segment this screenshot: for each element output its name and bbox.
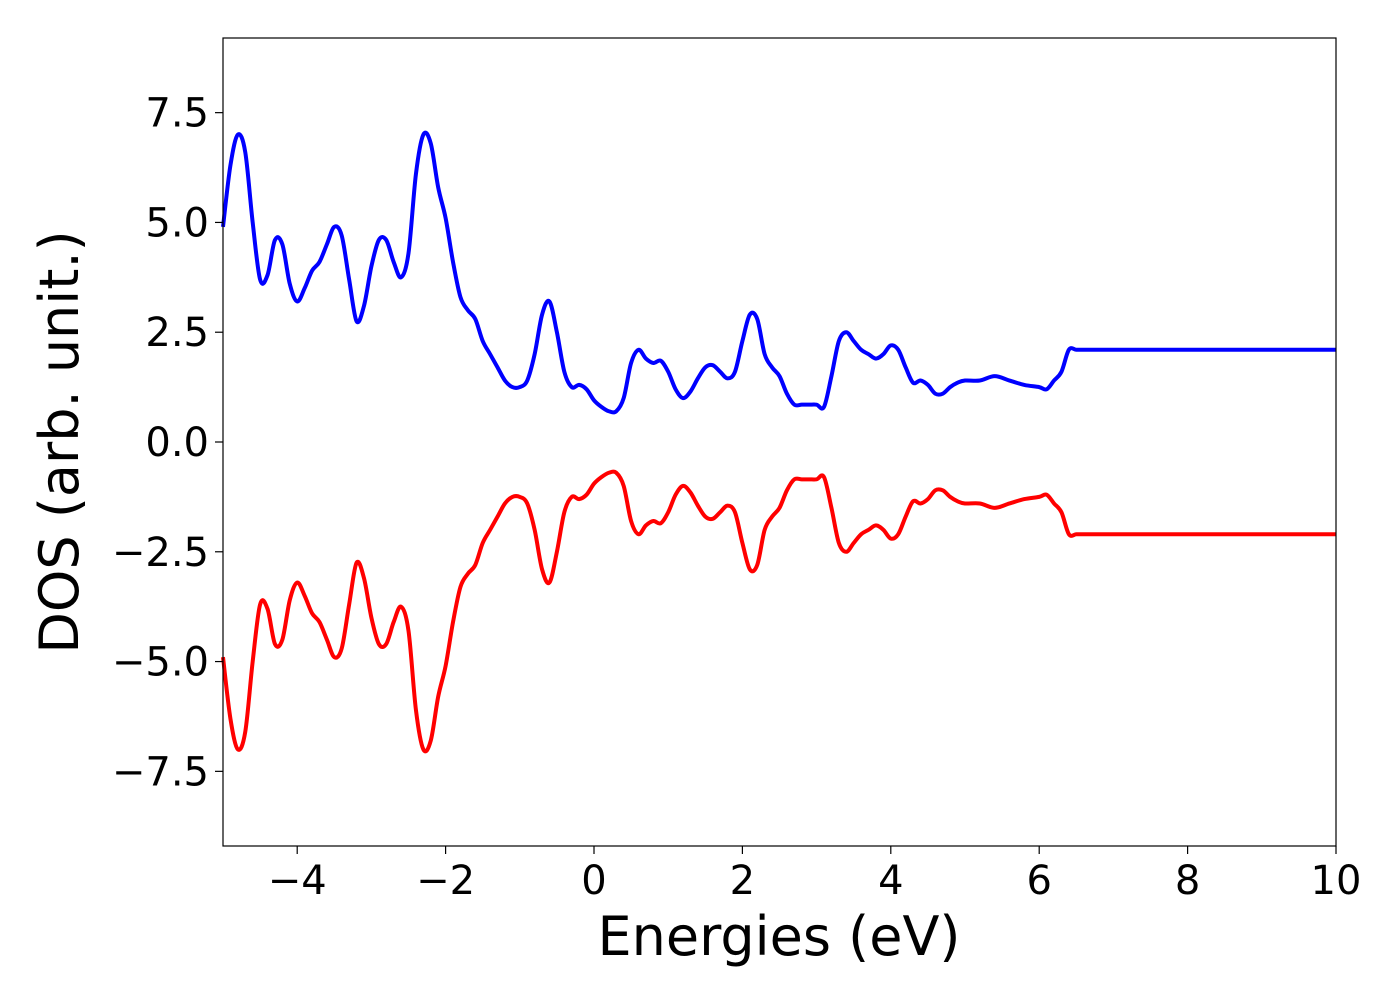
y-tick-label: −5.0 (112, 640, 209, 686)
x-tick-label: 2 (730, 858, 755, 904)
y-tick-label: −2.5 (112, 530, 209, 576)
y-tick-label: −7.5 (112, 749, 209, 795)
x-tick-label: −4 (268, 858, 327, 904)
series-line-spin-up (221, 130, 1336, 415)
x-tick-label: 4 (878, 858, 903, 904)
y-tick-label: 5.0 (145, 200, 209, 246)
x-axis-label: Energies (eV) (598, 905, 961, 968)
series-line-spin-down (221, 469, 1336, 754)
y-tick-label: 2.5 (145, 310, 209, 356)
y-axis-label: DOS (arb. unit.) (28, 230, 91, 653)
x-tick-label: 0 (581, 858, 606, 904)
y-tick-label: 7.5 (145, 91, 209, 137)
x-axis-ticks: −4 −2 0 2 4 6 8 10 (268, 846, 1362, 904)
y-tick-label: 0.0 (145, 420, 209, 466)
series-layer (221, 130, 1336, 754)
x-tick-label: 6 (1026, 858, 1051, 904)
x-tick-label: 10 (1311, 858, 1362, 904)
x-tick-label: −2 (416, 858, 475, 904)
plot-background (223, 38, 1336, 846)
y-axis-ticks: 7.5 5.0 2.5 0.0 −2.5 −5.0 −7.5 (112, 91, 223, 795)
x-tick-label: 8 (1175, 858, 1200, 904)
